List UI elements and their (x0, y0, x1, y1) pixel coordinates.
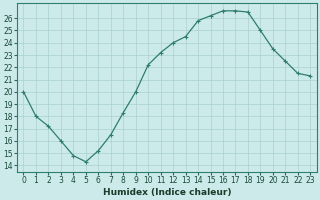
X-axis label: Humidex (Indice chaleur): Humidex (Indice chaleur) (103, 188, 231, 197)
